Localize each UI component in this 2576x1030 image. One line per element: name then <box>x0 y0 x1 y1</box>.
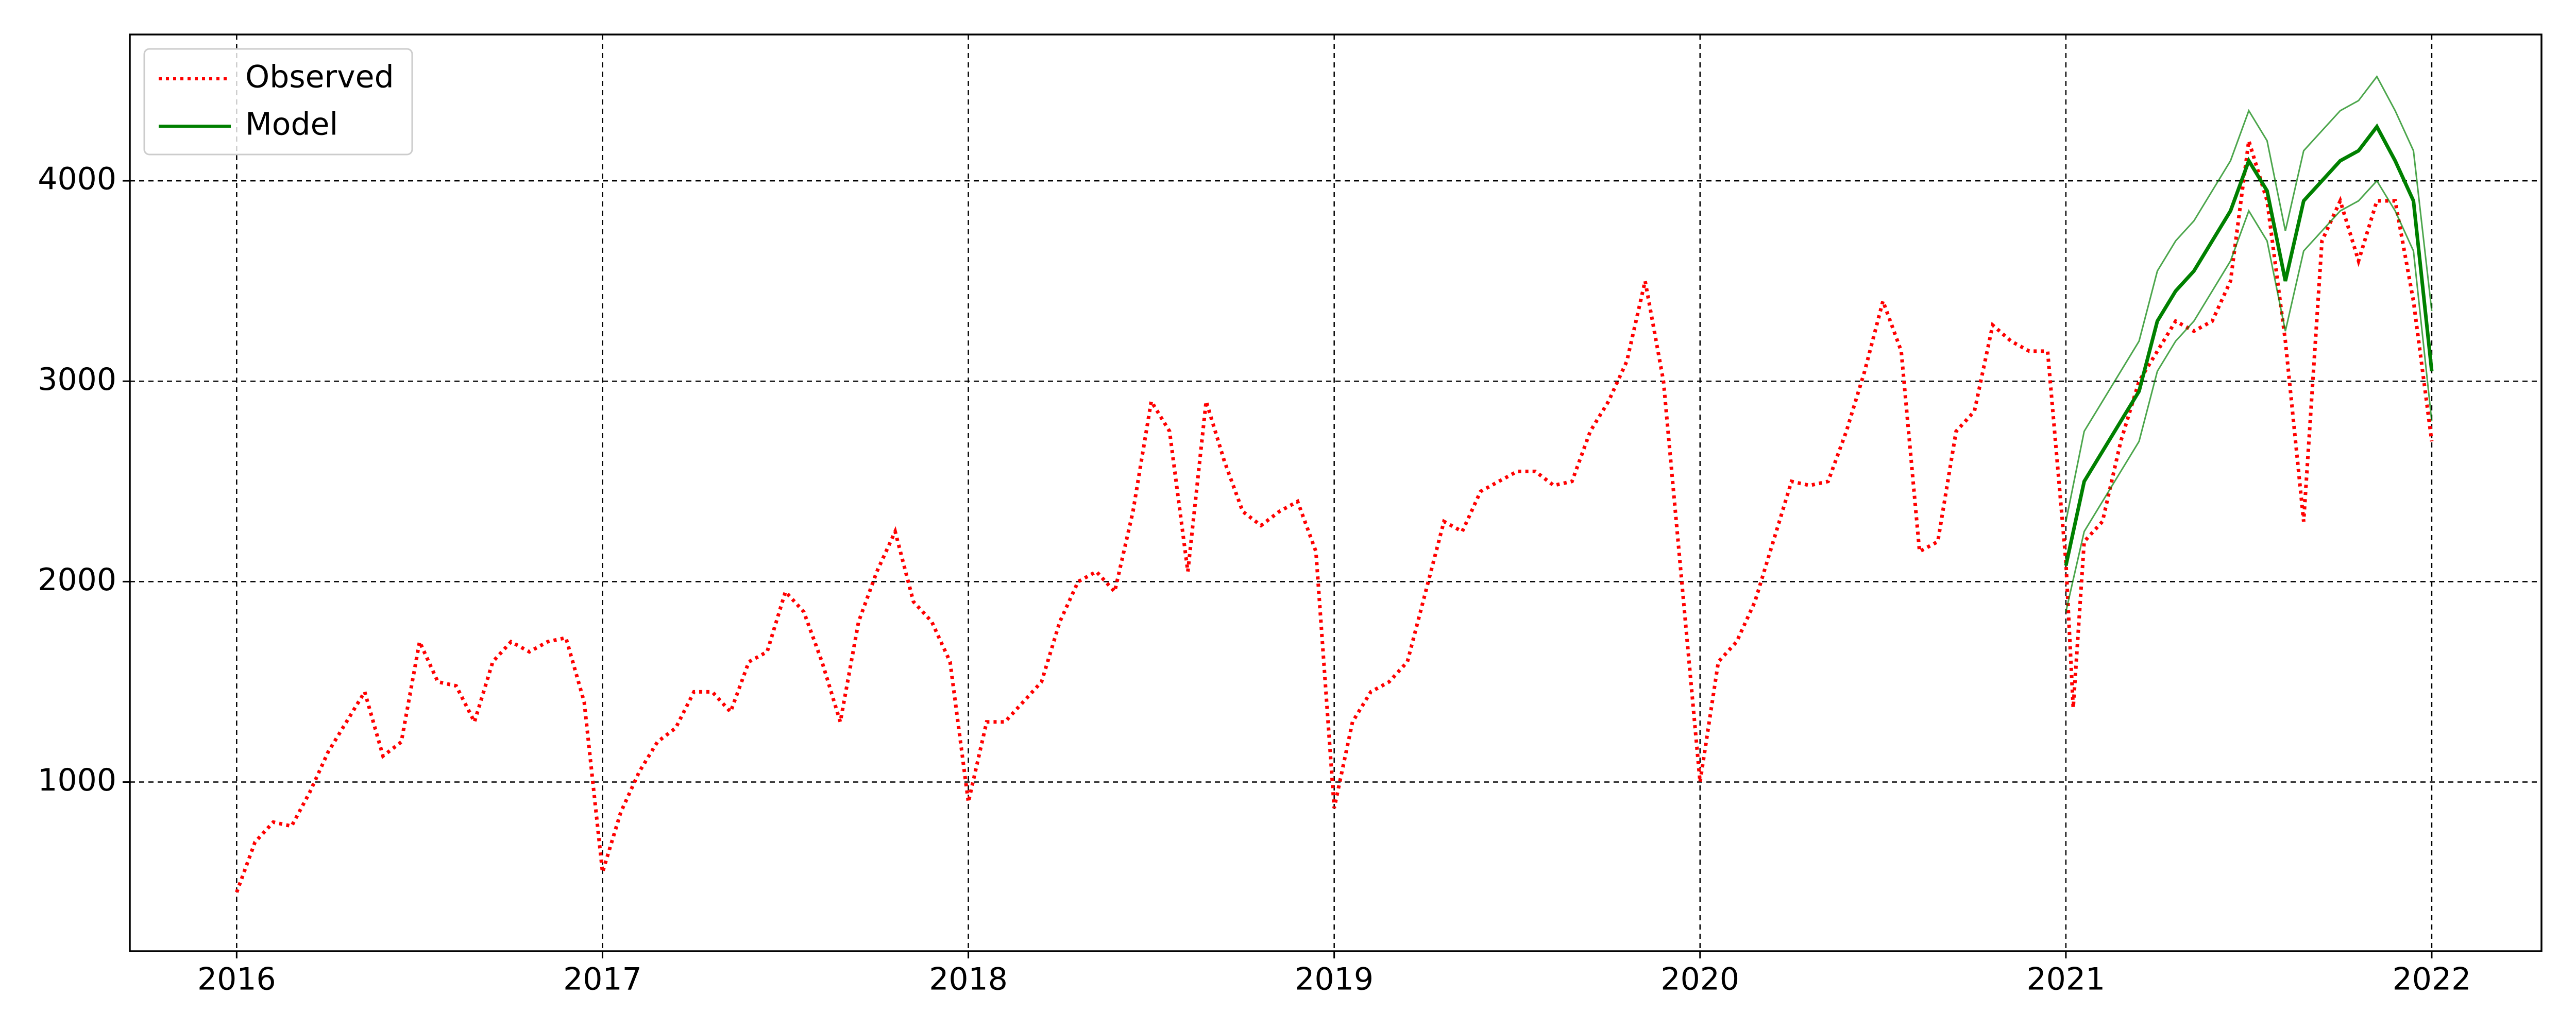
y-tick-label: 4000 <box>38 161 116 197</box>
series-line <box>2064 123 2434 566</box>
band-line <box>2065 179 2433 612</box>
x-tick-label: 2022 <box>2393 962 2471 998</box>
x-tick-label: 2018 <box>929 962 1008 998</box>
y-tick-label: 3000 <box>38 362 116 398</box>
x-tick-label: 2017 <box>563 962 642 998</box>
legend-box <box>143 48 413 156</box>
series-line <box>235 140 2434 893</box>
legend-label: Model <box>245 107 338 143</box>
x-tick-label: 2016 <box>197 962 276 998</box>
band-line <box>2065 75 2433 522</box>
x-tick-label: 2020 <box>1660 962 1739 998</box>
legend-label: Observed <box>245 59 394 95</box>
x-tick-label: 2019 <box>1295 962 1374 998</box>
x-tick-label: 2021 <box>2027 962 2106 998</box>
y-tick-label: 1000 <box>38 762 116 798</box>
y-tick-label: 2000 <box>38 562 116 598</box>
plot-frame <box>129 33 2543 952</box>
